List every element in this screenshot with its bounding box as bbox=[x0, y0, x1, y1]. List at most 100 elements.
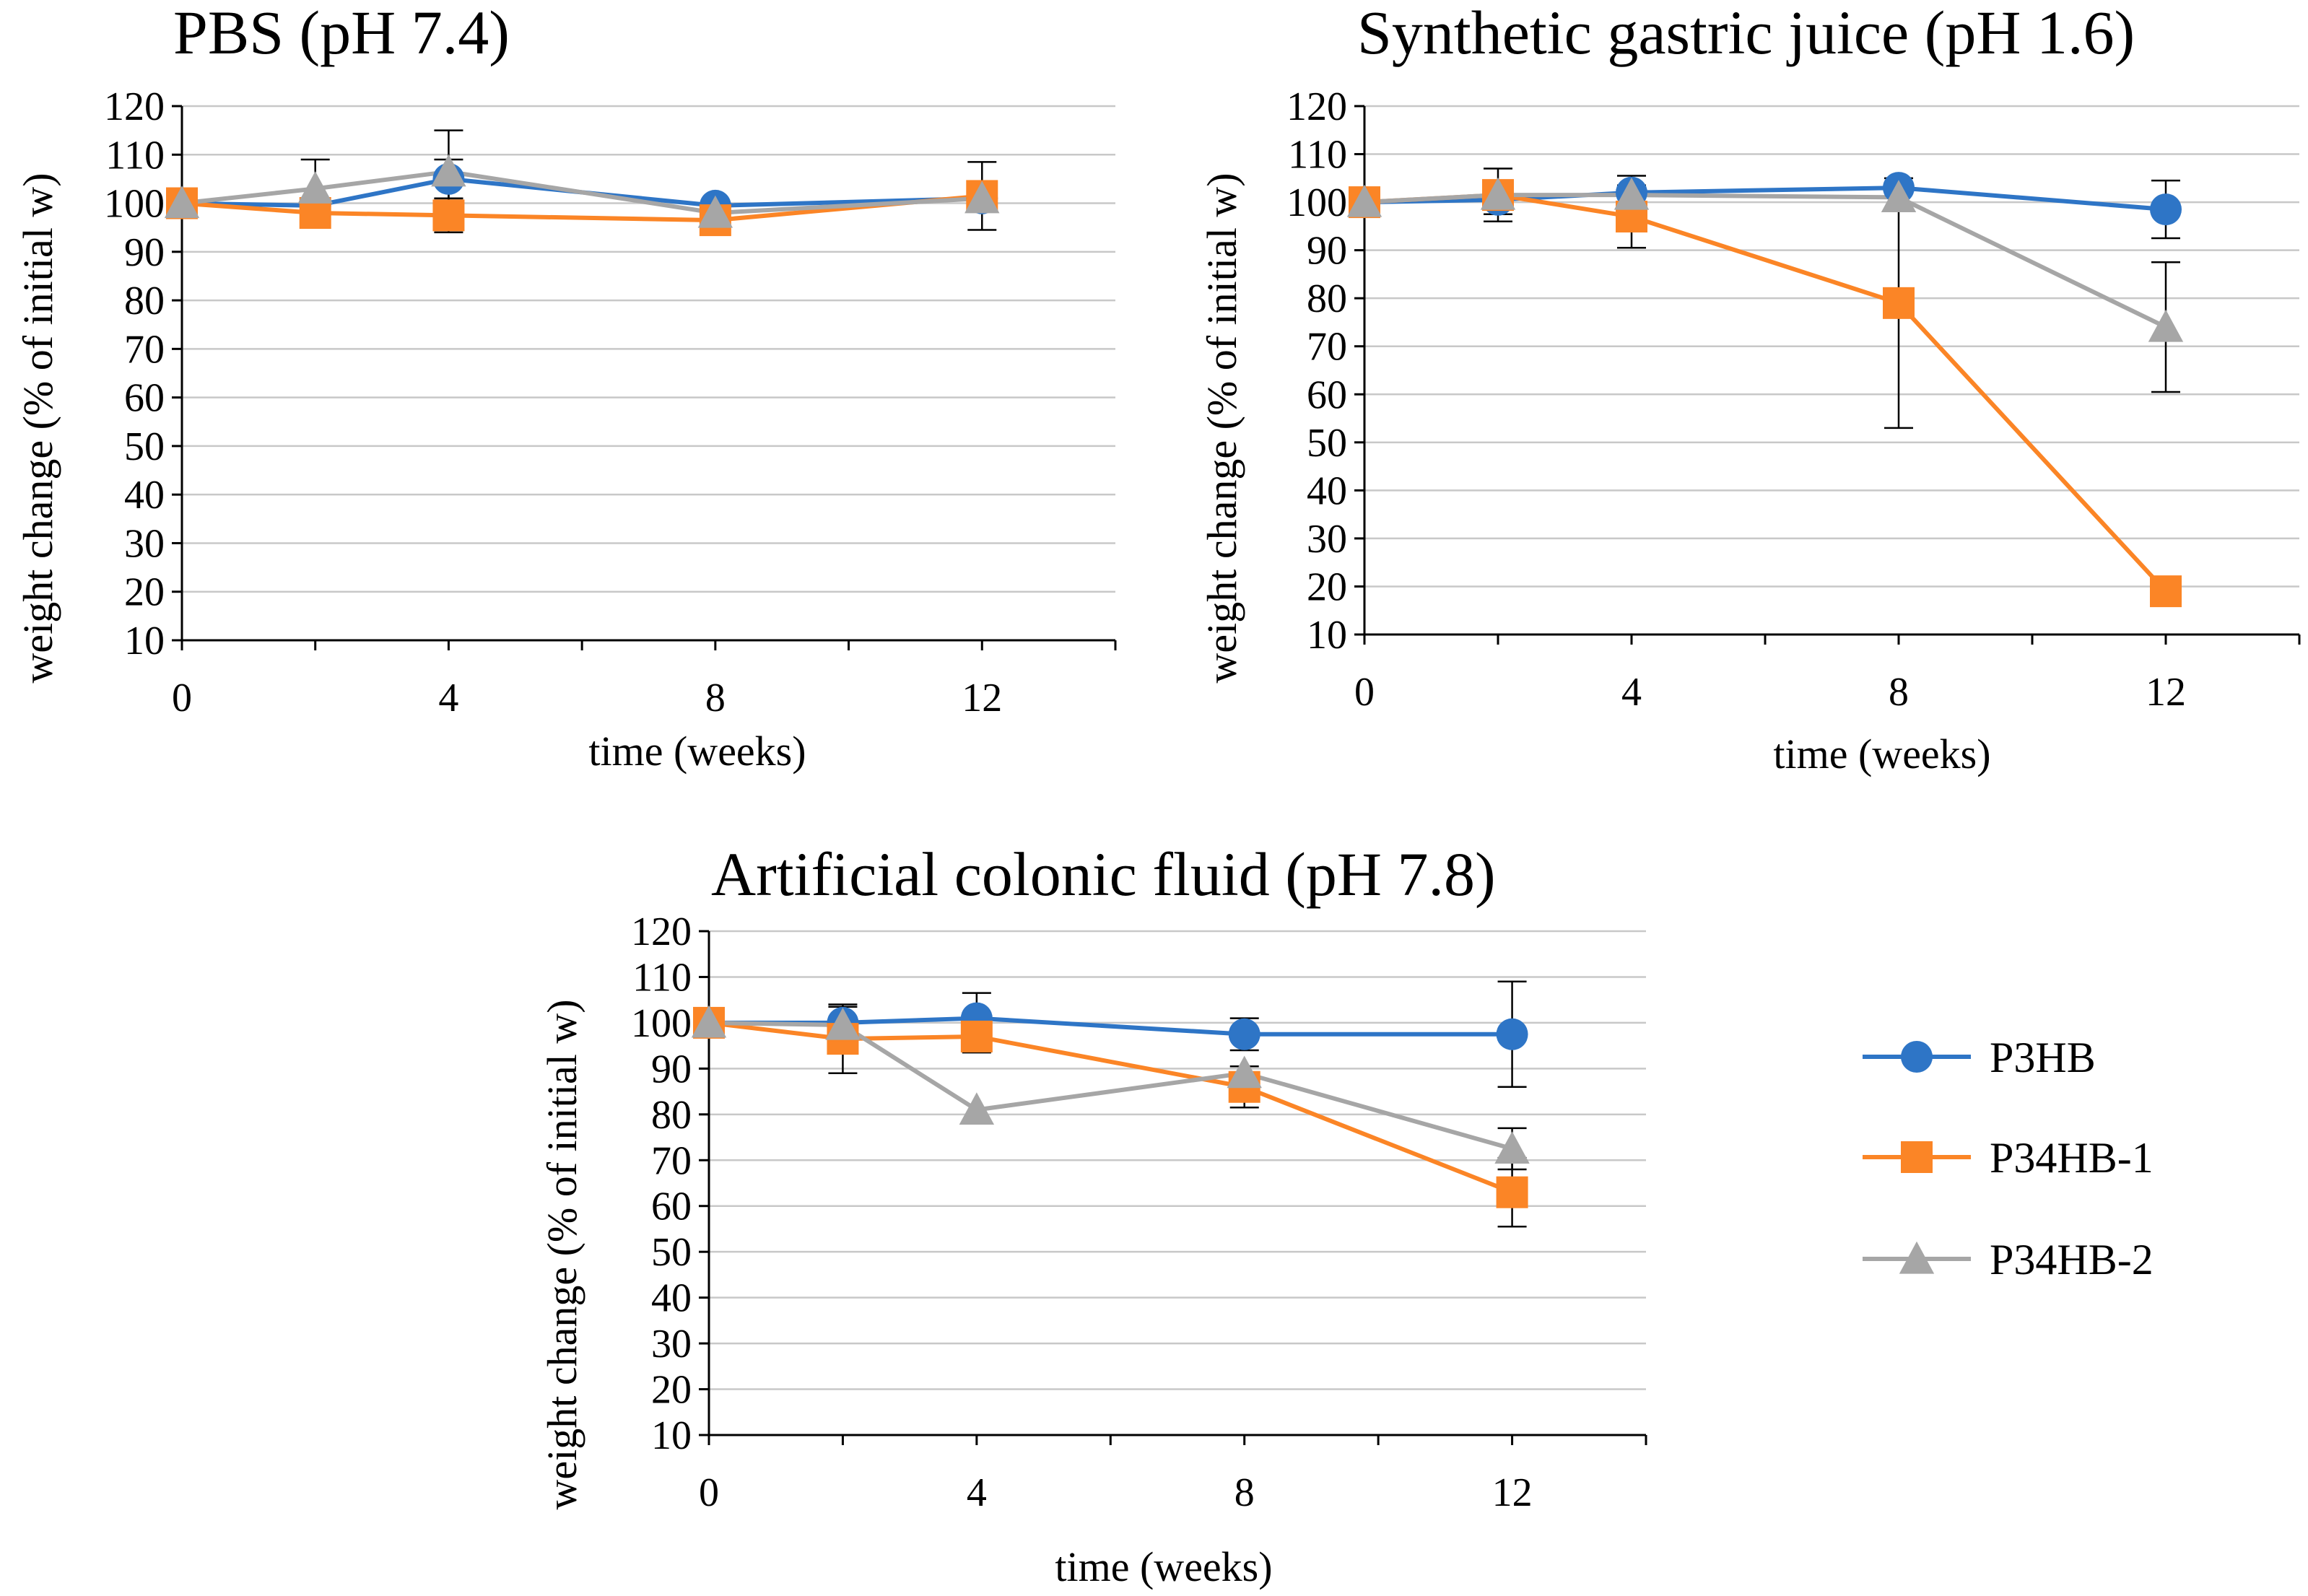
y-tick-label: 80 bbox=[651, 1093, 692, 1138]
data-point-p3hb bbox=[1228, 1018, 1260, 1050]
y-tick-label: 30 bbox=[1307, 517, 1347, 562]
data-point-p34hb-2 bbox=[1227, 1055, 1262, 1089]
chart-panel-pbs: PBS (pH 7.4) 102030405060708090100110120… bbox=[14, 0, 1117, 775]
y-tick-label: 60 bbox=[124, 376, 165, 421]
y-tick-label: 120 bbox=[104, 84, 165, 129]
y-tick-label: 120 bbox=[1286, 84, 1347, 129]
y-tick-label: 100 bbox=[1286, 180, 1347, 225]
y-tick-label: 120 bbox=[631, 910, 692, 954]
y-tick-label: 50 bbox=[1307, 421, 1347, 466]
legend-label: P3HB bbox=[1990, 1034, 2096, 1081]
y-tick-label: 50 bbox=[124, 424, 165, 469]
chart-title: Artificial colonic fluid (pH 7.8) bbox=[711, 840, 1496, 909]
y-tick-label: 10 bbox=[651, 1413, 692, 1458]
gridlines bbox=[709, 930, 1646, 1390]
y-tick-label: 90 bbox=[124, 230, 165, 275]
data-point-p34hb-2 bbox=[697, 195, 733, 228]
y-tick-label: 40 bbox=[651, 1276, 692, 1321]
y-tick-label: 100 bbox=[104, 182, 165, 227]
y-tick-label: 30 bbox=[124, 521, 165, 566]
y-tick-label: 80 bbox=[1307, 276, 1347, 321]
data-markers bbox=[1346, 172, 2184, 608]
y-axis-label: weight change (% of initial w) bbox=[14, 173, 61, 683]
data-point-p34hb-2 bbox=[964, 180, 1000, 214]
legend: P3HB P34HB-1 P34HB-2 bbox=[1863, 1034, 2154, 1283]
y-tick-label: 20 bbox=[124, 570, 165, 615]
legend-marker-triangle bbox=[1899, 1241, 1935, 1274]
y-tick-label: 70 bbox=[1307, 325, 1347, 370]
y-tick-label: 110 bbox=[105, 133, 165, 178]
x-tick-label: 8 bbox=[1889, 670, 1909, 715]
y-tick-label: 40 bbox=[1307, 468, 1347, 513]
y-tick-label: 80 bbox=[124, 279, 165, 323]
data-point-p34hb-2 bbox=[2148, 309, 2184, 342]
legend-marker-shape bbox=[1899, 1241, 1935, 1274]
data-point-p34hb-2 bbox=[825, 1007, 861, 1040]
x-tick-labels: 0 4 8 12 bbox=[172, 676, 1002, 720]
legend-label: P34HB-1 bbox=[1990, 1134, 2154, 1182]
data-point-p34hb-2 bbox=[1346, 184, 1382, 217]
y-tick-label: 20 bbox=[651, 1368, 692, 1413]
gridlines bbox=[1364, 105, 2299, 588]
data-point-p34hb-2 bbox=[1881, 180, 1917, 213]
x-tick-label: 12 bbox=[1492, 1470, 1533, 1515]
y-tick-label: 110 bbox=[632, 955, 692, 1000]
x-tick-label: 0 bbox=[699, 1470, 719, 1515]
x-tick-labels: 0 4 8 12 bbox=[1354, 670, 2186, 715]
data-point-p34hb-2 bbox=[1494, 1131, 1530, 1164]
x-tick-label: 0 bbox=[1354, 670, 1375, 715]
y-axis-label: weight change (% of initial w) bbox=[539, 999, 585, 1509]
data-point-p34hb-2 bbox=[164, 186, 200, 219]
legend-item-p34hb-2: P34HB-2 bbox=[1863, 1236, 2154, 1283]
y-tick-label: 50 bbox=[651, 1230, 692, 1275]
x-tick-label: 8 bbox=[1234, 1470, 1255, 1515]
chart-panel-colonic: Artificial colonic fluid (pH 7.8) 102030… bbox=[539, 840, 1647, 1590]
data-point-p3hb bbox=[1496, 1018, 1528, 1050]
data-point-p3hb bbox=[2150, 193, 2182, 226]
series-lines bbox=[1364, 186, 2168, 593]
data-point-p34hb-1 bbox=[1496, 1176, 1528, 1208]
y-tick-label: 10 bbox=[124, 619, 165, 663]
legend-marker-shape bbox=[1901, 1041, 1933, 1073]
data-point-p34hb-2 bbox=[297, 171, 333, 204]
y-tick-label: 90 bbox=[1307, 229, 1347, 274]
y-tick-label: 100 bbox=[631, 1001, 692, 1046]
gridlines bbox=[182, 105, 1115, 593]
y-tick-label: 110 bbox=[1288, 133, 1347, 178]
y-tick-label: 60 bbox=[651, 1185, 692, 1229]
y-tick-label: 10 bbox=[1307, 613, 1347, 658]
series-line-p34hb-1 bbox=[1364, 193, 2168, 593]
y-tick-label: 70 bbox=[124, 327, 165, 372]
x-tick-label: 12 bbox=[2146, 670, 2186, 715]
x-axis-label: time (weeks) bbox=[588, 728, 806, 775]
data-point-p34hb-1 bbox=[432, 199, 465, 232]
y-tick-label: 30 bbox=[651, 1322, 692, 1366]
data-point-p34hb-2 bbox=[431, 154, 466, 187]
legend-item-p3hb: P3HB bbox=[1863, 1034, 2096, 1081]
data-point-p34hb-2 bbox=[1614, 177, 1650, 210]
x-tick-label: 0 bbox=[172, 676, 192, 720]
y-tick-label: 60 bbox=[1307, 372, 1347, 417]
data-point-p34hb-1 bbox=[2150, 575, 2182, 608]
x-axis-label: time (weeks) bbox=[1773, 731, 1990, 777]
legend-marker-shape bbox=[1901, 1141, 1933, 1173]
legend-marker-circle bbox=[1901, 1041, 1933, 1073]
legend-marker-square bbox=[1901, 1141, 1933, 1173]
chart-panel-gastric: Synthetic gastric juice (pH 1.6) 1020304… bbox=[1198, 0, 2301, 777]
data-markers bbox=[164, 154, 1000, 237]
y-tick-label: 20 bbox=[1307, 564, 1347, 609]
y-axis-label: weight change (% of initial w) bbox=[1198, 173, 1245, 683]
data-point-p34hb-2 bbox=[691, 1005, 727, 1038]
chart-title: PBS (pH 7.4) bbox=[173, 0, 510, 67]
y-tick-label: 40 bbox=[124, 473, 165, 518]
chart-title: Synthetic gastric juice (pH 1.6) bbox=[1357, 0, 2135, 67]
data-markers bbox=[691, 1002, 1530, 1208]
x-tick-label: 4 bbox=[438, 676, 458, 720]
data-point-p34hb-1 bbox=[1883, 287, 1915, 319]
x-tick-labels: 0 4 8 12 bbox=[699, 1470, 1533, 1515]
legend-item-p34hb-1: P34HB-1 bbox=[1863, 1134, 2154, 1182]
